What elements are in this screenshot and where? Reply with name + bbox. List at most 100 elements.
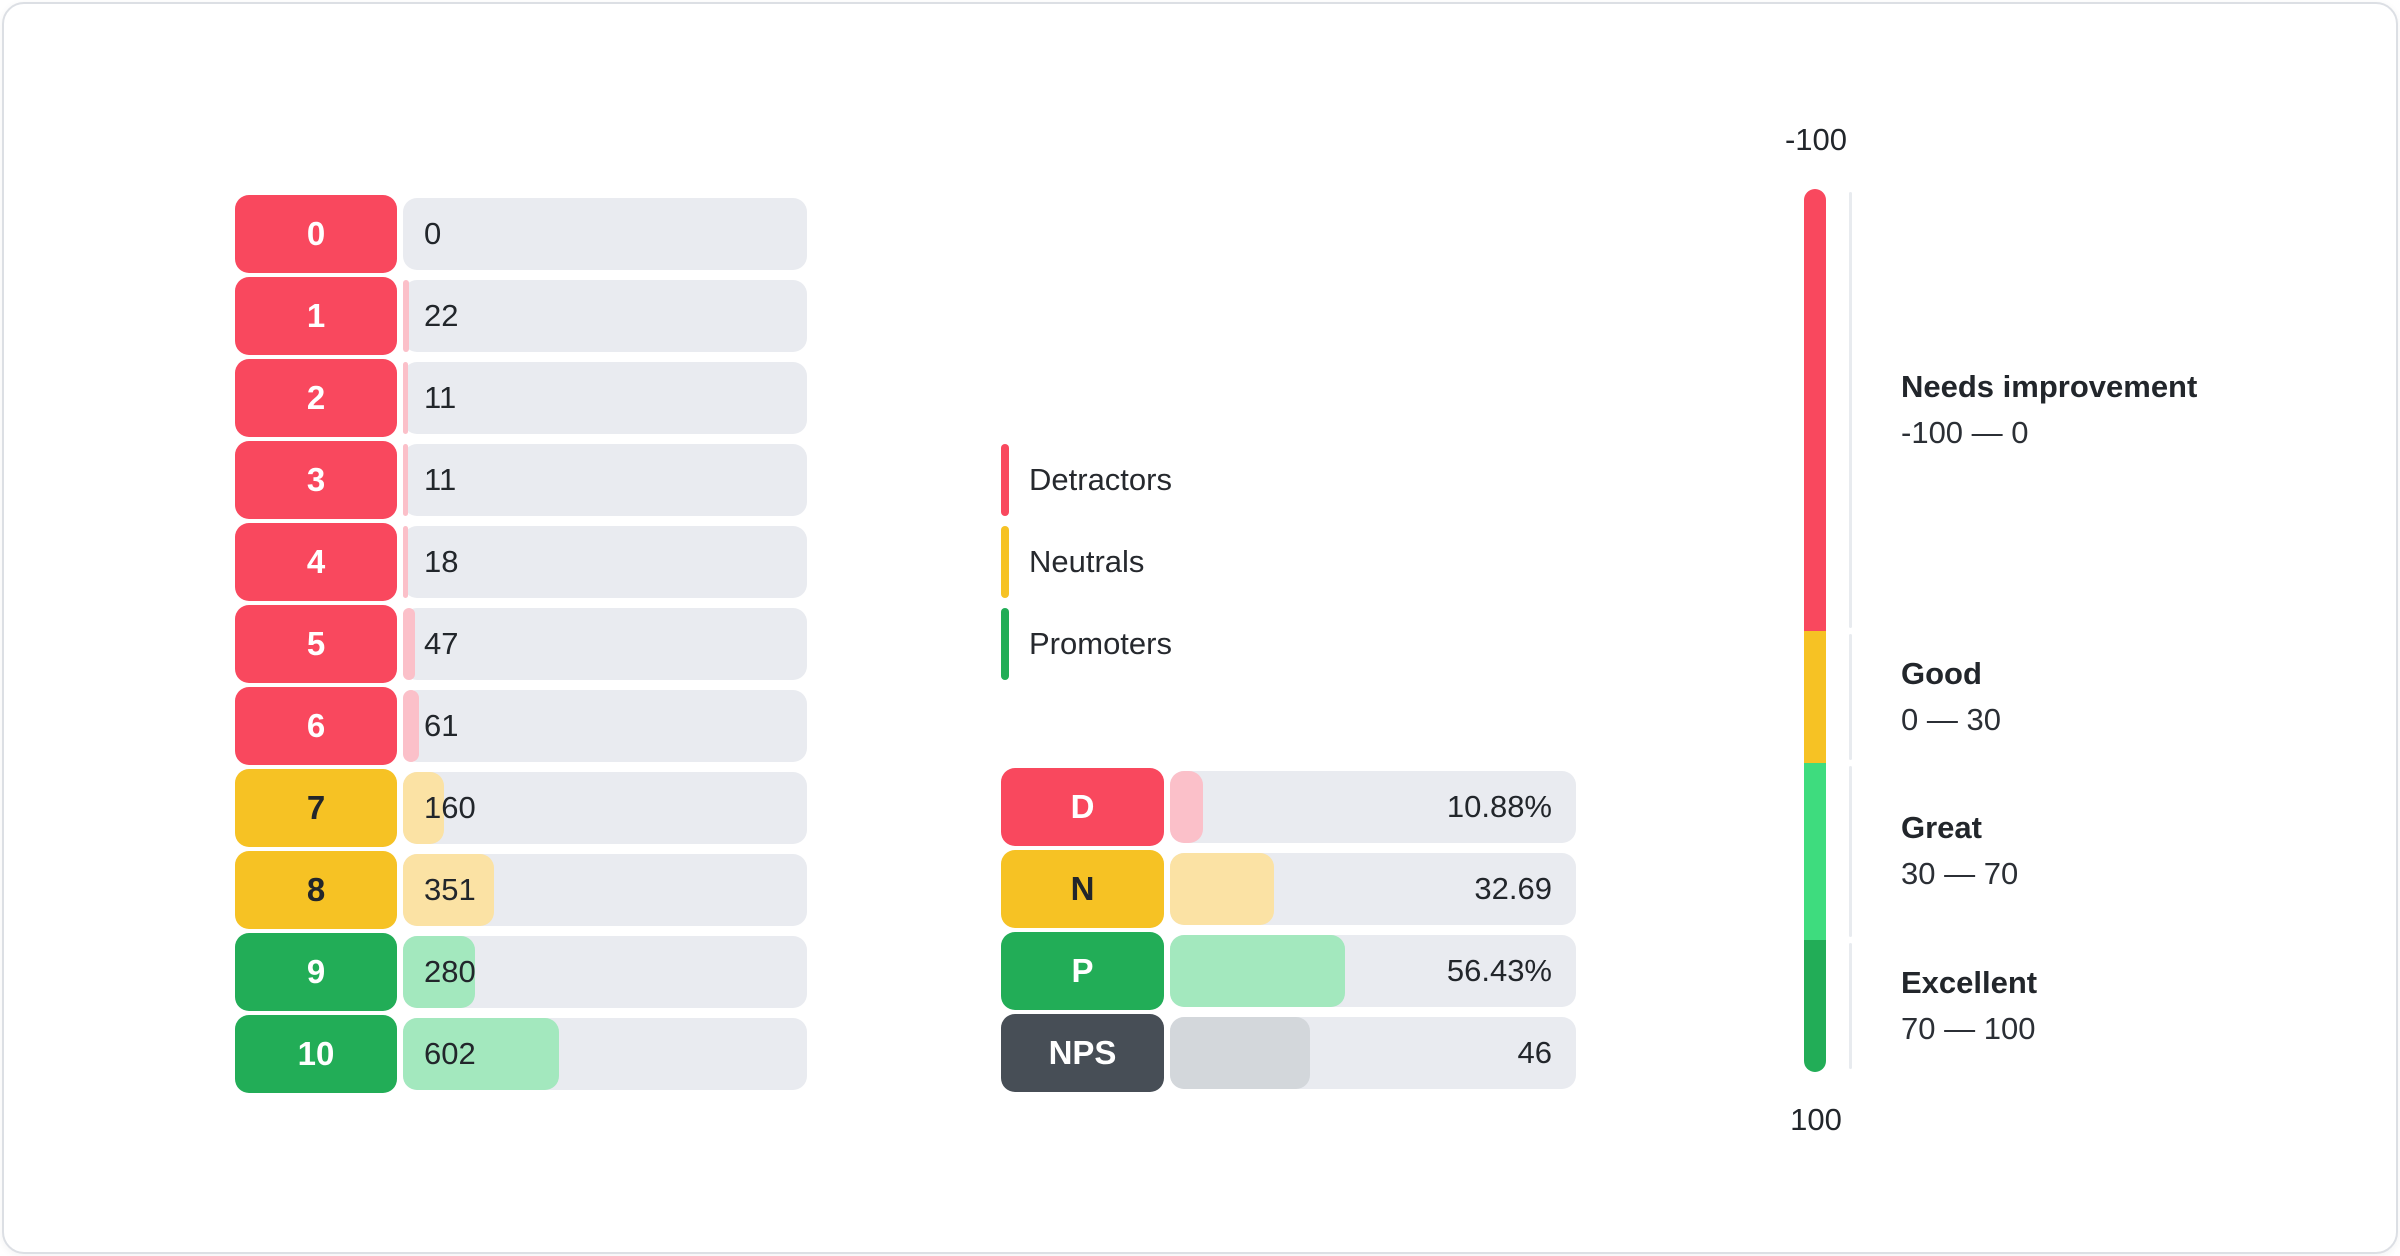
score-row: 3 11 [235,441,807,519]
gauge-zone-title: Needs improvement [1901,368,2198,404]
gauge-zone-label: Good 0 — 30 [1901,651,2001,743]
score-count: 602 [424,1036,476,1071]
legend-item-label: Neutrals [1029,544,1145,579]
score-badge: 1 [235,277,397,355]
summary-bar-fill [1170,853,1274,925]
gauge-segment-good [1804,630,1826,763]
summary-badge: N [1001,850,1164,928]
summary-value: 10.88% [1446,789,1552,824]
score-badge: 8 [235,851,397,929]
gauge-segment-excellent [1804,939,1826,1072]
score-count: 0 [424,216,442,251]
legend-item-label: Promoters [1029,626,1172,661]
legend-color-bar [1001,526,1009,598]
legend-color-bar [1001,444,1009,516]
gauge-zone-label: Needs improvement -100 — 0 [1901,364,2197,456]
score-badge: 2 [235,359,397,437]
score-bar-fill [403,444,408,516]
score-bar-fill [403,854,494,926]
score-bar-fill [403,280,409,352]
gauge-max-label: 100 [1790,1102,1842,1137]
score-row: 9 280 [235,933,807,1011]
score-count: 18 [424,544,459,579]
score-badge: 10 [235,1015,397,1093]
score-bar-track: 602 [403,1018,807,1090]
summary-bar-fill [1170,1017,1310,1089]
score-row: 2 11 [235,359,807,437]
score-row: P 56.43% [1001,932,1576,1010]
gauge-zone-title: Great [1901,810,1982,846]
score-row: 4 18 [235,523,807,601]
summary-value: 32.69 [1474,871,1552,906]
summary-bar-track: 32.69 [1170,853,1576,925]
gauge-zone-range: 30 — 70 [1901,856,2019,892]
summary-bar-track: 56.43% [1170,935,1576,1007]
score-bar-track: 61 [403,690,807,762]
summary-bar-track: 10.88% [1170,771,1576,843]
score-count: 280 [424,954,476,989]
gauge-axis-line-segment [1849,942,1852,1069]
score-bar-track: 160 [403,772,807,844]
score-count: 11 [424,380,457,415]
summary-bar-fill [1170,771,1203,843]
score-bar-track: 18 [403,526,807,598]
score-row: 7 160 [235,769,807,847]
score-count: 47 [424,626,459,661]
score-bar-track: 22 [403,280,807,352]
score-count: 11 [424,462,457,497]
score-count: 351 [424,872,476,907]
chart-legend: Detractors Neutrals Promoters [1001,444,1172,690]
legend-item-detractors[interactable]: Detractors [1001,444,1172,516]
summary-badge: NPS [1001,1014,1164,1092]
legend-item-label: Detractors [1029,462,1172,497]
score-badge: 5 [235,605,397,683]
gauge-zone-range: 70 — 100 [1901,1010,2036,1046]
summary-bar-fill [1170,935,1345,1007]
score-row: 5 47 [235,605,807,683]
score-badge: 9 [235,933,397,1011]
score-count: 22 [424,298,459,333]
score-bar-fill [403,690,419,762]
gauge-segment-great [1804,762,1826,940]
score-bar-track: 0 [403,198,807,270]
gauge-zone-title: Good [1901,655,1982,691]
gauge-zone-label: Excellent 70 — 100 [1901,960,2037,1052]
score-bar-track: 11 [403,444,807,516]
score-row: 8 351 [235,851,807,929]
summary-value: 46 [1517,1035,1552,1070]
legend-color-bar [1001,608,1009,680]
score-row: N 32.69 [1001,850,1576,928]
score-row: NPS 46 [1001,1014,1576,1092]
summary-bar-track: 46 [1170,1017,1576,1089]
score-count: 160 [424,790,476,825]
score-badge: 6 [235,687,397,765]
score-bar-track: 351 [403,854,807,926]
gauge-min-label: -100 [1784,122,1848,157]
score-badge: 3 [235,441,397,519]
gauge-scale-bar [1804,189,1826,1072]
score-row: D 10.88% [1001,768,1576,846]
gauge-axis-line-segment [1849,633,1852,760]
score-row: 1 22 [235,277,807,355]
score-row: 6 61 [235,687,807,765]
score-bar-track: 11 [403,362,807,434]
nps-summary-chart: D 10.88% N 32.69 P 56.43% NPS 46 [1001,768,1576,1096]
score-badge: 4 [235,523,397,601]
score-count: 61 [424,708,459,743]
score-distribution-chart: 0 0 1 22 2 11 3 11 4 18 5 47 6 61 7 160 8 351 9 280 10 602 [235,195,807,1097]
legend-item-promoters[interactable]: Promoters [1001,608,1172,680]
score-bar-fill [403,772,445,844]
gauge-zone-range: 0 — 30 [1901,701,2001,737]
gauge-zone-title: Excellent [1901,964,2038,1000]
score-bar-track: 47 [403,608,807,680]
score-bar-fill [403,362,408,434]
score-bar-fill [403,1018,559,1090]
gauge-axis-line-segment [1849,192,1852,628]
legend-item-neutrals[interactable]: Neutrals [1001,526,1172,598]
score-badge: 7 [235,769,397,847]
score-bar-fill [403,936,476,1008]
score-bar-track: 280 [403,936,807,1008]
summary-badge: D [1001,768,1164,846]
